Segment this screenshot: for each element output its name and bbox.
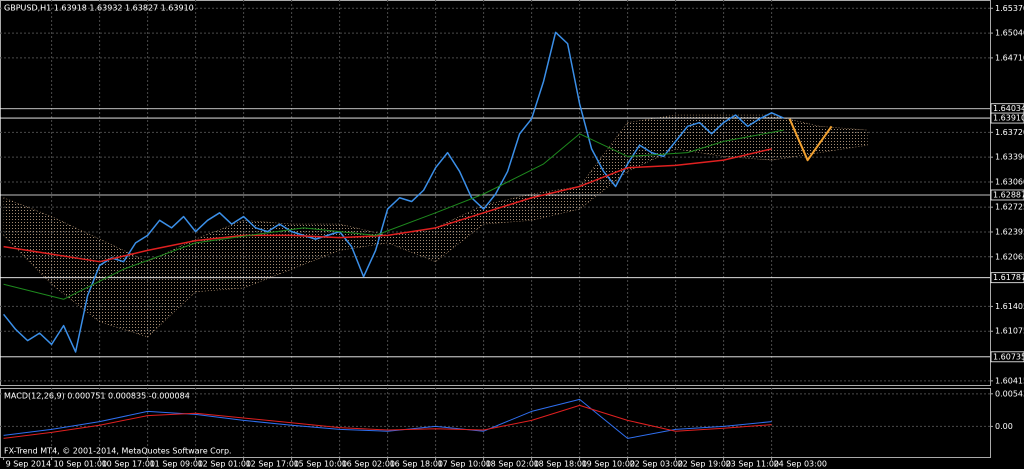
x-tick-label: 23 Sep 11:00 [726,460,779,469]
x-tick-label: 16 Sep 02:00 [342,460,395,469]
y-tick-label: 1.63060 [995,177,1024,186]
x-tick-label: 22 Sep 03:00 [630,460,683,469]
panel-title: MACD(12,26,9) 0.000751 0.000835 -0.00008… [4,392,190,401]
y-tick-label: 1.63390 [995,153,1024,162]
x-tick-label: 18 Sep 18:00 [534,460,587,469]
x-tick-label: 22 Sep 19:00 [678,460,731,469]
x-tick-label: 24 Sep 03:00 [774,460,827,469]
level-box [990,112,1024,124]
y-tick-label: 1.63720 [995,128,1024,137]
level-label: 1.61787 [993,273,1024,282]
panel-frame [0,388,991,458]
footer: FX-Trend MT4, © 2001-2014, MetaQuotes So… [4,447,232,456]
y-tick-label: 1.62395 [995,227,1024,236]
y-tick-label: 1.65370 [995,4,1024,13]
level-label: 1.62887 [993,190,1024,199]
y-tick-label: 1.61075 [995,327,1024,336]
panel-title: GBPUSD,H1 1.63918 1.63932 1.63827 1.6391… [4,4,194,13]
series-line [3,404,772,439]
x-tick-label: 10 Sep 01:00 [54,460,107,469]
x-tick-label: 12 Sep 01:00 [198,460,251,469]
series-line [3,398,772,439]
y-tick-label: 1.62065 [995,252,1024,261]
level-label: 1.64034 [993,104,1024,113]
x-tick-label: 15 Sep 10:00 [294,460,347,469]
y-tick-label: 1.61405 [995,302,1024,311]
series-line [788,118,833,162]
level-box [990,272,1024,284]
x-tick-label: 9 Sep 2014 [6,460,52,469]
x-tick-label: 12 Sep 17:00 [246,460,299,469]
level-box [990,189,1024,201]
x-tick-label: 17 Sep 10:00 [438,460,491,469]
y-tick-label: 0.00543 [995,389,1024,398]
level-label: 1.60735 [993,352,1024,361]
x-tick-label: 18 Sep 02:00 [486,460,539,469]
series-line [3,148,772,263]
y-tick-label: 0.00 [995,422,1013,431]
x-tick-label: 19 Sep 10:00 [582,460,635,469]
level-box [990,351,1024,363]
x-tick-label: 16 Sep 18:00 [390,460,443,469]
panel-frame [0,0,991,386]
series-line [3,31,784,353]
x-tick-label: 11 Sep 09:00 [150,460,203,469]
y-tick-label: 1.65040 [995,29,1024,38]
series-line [3,129,784,300]
x-tick-label: 10 Sep 17:00 [102,460,155,469]
level-label: 1.63910 [993,114,1024,123]
y-tick-label: 1.64710 [995,53,1024,62]
y-tick-label: 1.62725 [995,203,1024,212]
cloud-fill [3,115,868,337]
y-tick-label: 1.60415 [995,376,1024,385]
